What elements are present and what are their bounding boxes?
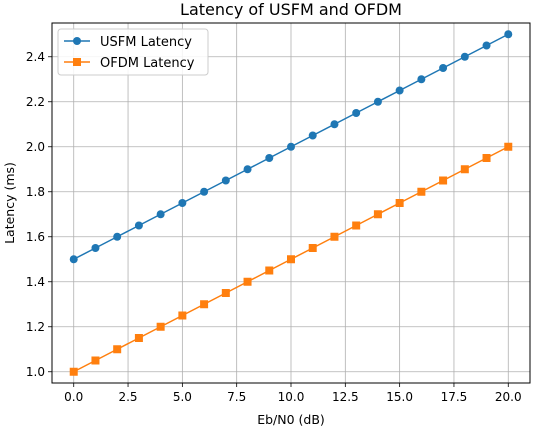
data-point [395,86,404,95]
data-point [265,154,274,162]
data-point [113,232,122,241]
legend-marker [73,37,81,45]
legend-marker [73,58,81,66]
y-tick-label: 2.2 [26,95,45,109]
y-tick-label: 1.2 [26,320,45,334]
data-point [200,187,209,196]
y-tick-label: 2.4 [26,50,45,64]
y-tick-label: 1.6 [26,230,45,244]
data-point [287,142,295,151]
x-tick-label: 7.5 [227,390,246,404]
legend-item: USFM Latency [64,35,192,50]
series-layer [69,30,513,376]
y-tick-label: 1.4 [26,275,45,289]
x-tick-label: 10.0 [278,390,305,404]
data-point [113,345,122,354]
data-point [91,244,100,252]
series-ofdm [69,142,513,376]
data-point [460,52,469,61]
data-point [373,210,382,219]
y-tick-label: 1.8 [26,185,45,199]
data-point [243,165,252,174]
data-point [200,300,209,309]
x-tick-label: 5.0 [173,390,192,404]
grid [52,23,530,383]
data-point [504,30,513,39]
data-point [178,199,187,207]
legend-label: OFDM Latency [100,56,195,71]
data-point [482,154,491,162]
data-point [156,322,165,331]
legend: USFM Latency OFDM Latency [57,28,209,76]
x-tick-label: 20.0 [495,390,522,404]
data-point [308,131,317,140]
data-point [373,97,382,106]
data-point [439,176,448,185]
data-point [134,334,143,342]
data-point [417,75,426,84]
data-point [243,277,252,286]
y-tick-label: 2.0 [26,140,45,154]
data-point [417,187,426,196]
y-tick-label: 1.0 [26,365,45,379]
x-axis-label: Eb/N0 (dB) [257,412,325,427]
data-point [221,176,230,185]
data-point [308,244,317,252]
data-point [221,289,230,297]
data-point [265,266,274,275]
data-point [395,199,404,207]
x-tick-label: 17.5 [441,390,468,404]
data-point [352,109,361,117]
data-point [504,142,513,151]
x-tick-label: 15.0 [386,390,413,404]
data-point [482,41,491,50]
data-point [69,367,78,376]
legend-box [57,28,209,76]
x-tick-label: 2.5 [118,390,137,404]
x-tick-label: 0.0 [64,390,83,404]
series-usfm [69,30,513,264]
x-tick-label: 12.5 [332,390,359,404]
y-axis-label: Latency (ms) [2,162,17,244]
data-point [91,356,100,365]
data-point [330,232,339,241]
axis-ticks: 0.0 2.5 5.0 7.5 10.0 12.5 15.0 17.5 20.0 1.0 1.2 1.… [26,50,522,404]
data-point [330,120,339,129]
data-point [69,255,78,264]
data-point [460,165,469,174]
chart-title: Latency of USFM and OFDM [180,0,402,19]
data-point [352,221,361,230]
data-point [178,311,187,320]
data-point [134,221,143,230]
legend-label: USFM Latency [100,35,192,50]
data-point [156,210,165,219]
legend-item: OFDM Latency [64,56,195,71]
data-point [287,255,295,264]
data-point [439,64,448,72]
